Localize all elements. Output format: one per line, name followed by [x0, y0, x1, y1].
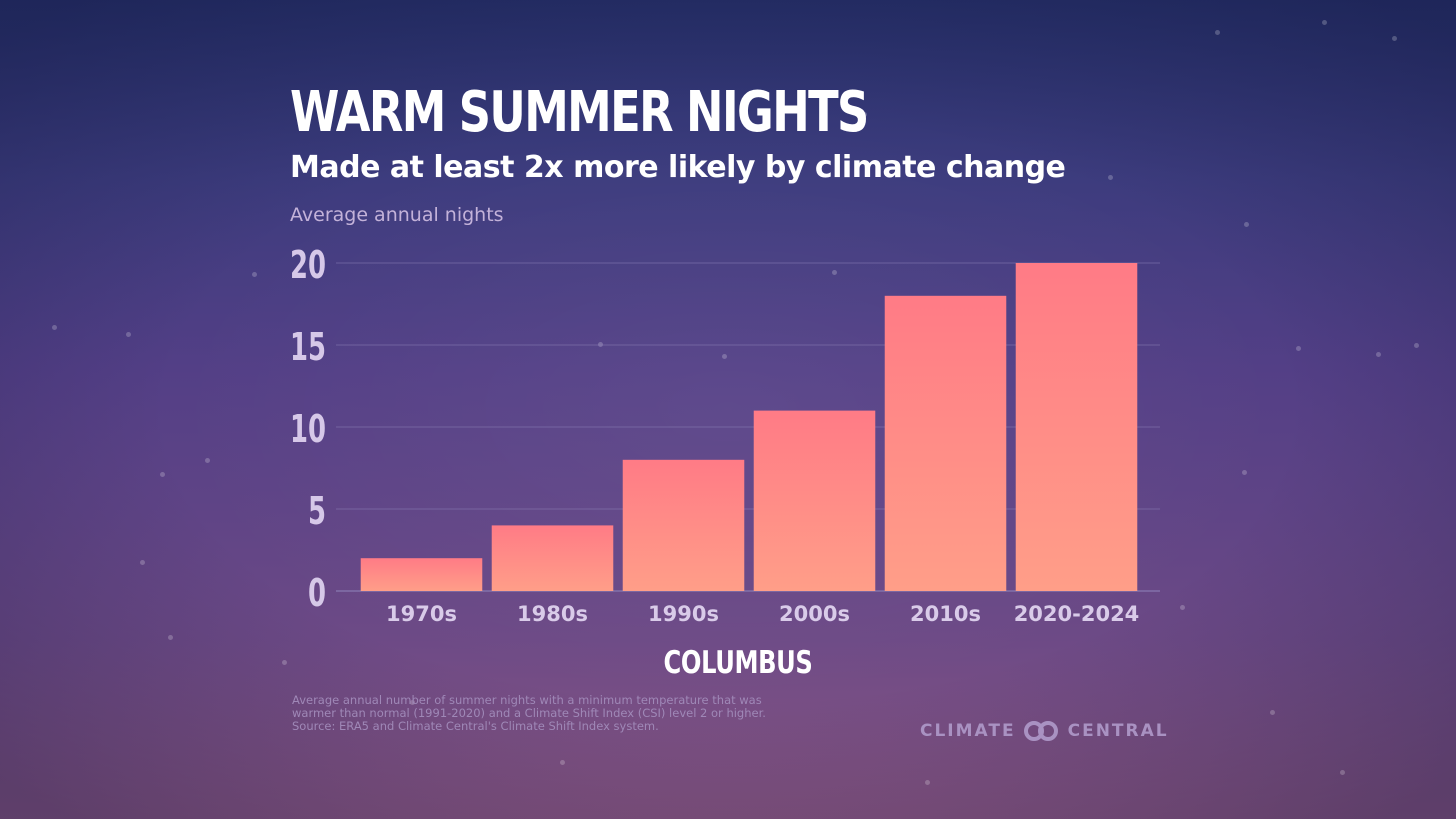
- x-tick-label: 2020-2024: [1014, 602, 1140, 626]
- y-axis-label: Average annual nights: [290, 204, 504, 226]
- x-tick-label: 1970s: [386, 602, 457, 626]
- brand-right-text: CENTRAL: [1067, 721, 1169, 741]
- bar-2020-2024: [1015, 263, 1138, 591]
- footnote-line: warmer than normal (1991-2020) and a Cli…: [292, 706, 766, 720]
- chart-title: WARM SUMMER NIGHTS: [290, 80, 869, 145]
- x-tick-label: 2000s: [779, 602, 850, 626]
- y-tick-label: 10: [290, 407, 326, 451]
- y-tick-label: 5: [308, 489, 326, 533]
- climate-central-logo-icon: [1023, 721, 1058, 741]
- climate-central-logo: CLIMATE CENTRAL: [920, 718, 1169, 744]
- bar-1970s: [360, 558, 483, 591]
- bars: [360, 263, 1138, 591]
- x-tick-label: 2010s: [910, 602, 981, 626]
- bar-1980s: [491, 525, 614, 591]
- x-axis-ticks: 1970s 1980s 1990s 2000s 2010s 2020-2024: [386, 602, 1139, 626]
- y-tick-label: 20: [290, 243, 326, 287]
- footnote-line: Source: ERA5 and Climate Central's Clima…: [292, 719, 659, 733]
- x-tick-label: 1980s: [517, 602, 588, 626]
- bar-2000s: [753, 410, 876, 591]
- x-axis-label-city: COLUMBUS: [663, 645, 813, 681]
- bar-1990s: [622, 459, 745, 591]
- bar-2010s: [884, 295, 1007, 591]
- y-tick-label: 15: [290, 325, 326, 369]
- chart-subtitle: Made at least 2x more likely by climate …: [290, 150, 1066, 185]
- y-tick-label: 0: [308, 571, 326, 615]
- x-tick-label: 1990s: [648, 602, 719, 626]
- footnote-line: Average annual number of summer nights w…: [292, 693, 762, 707]
- footnote: Average annual number of summer nights w…: [292, 694, 812, 733]
- y-axis-ticks: 0 5 10 15 20: [290, 243, 326, 615]
- brand-left-text: CLIMATE: [920, 721, 1016, 741]
